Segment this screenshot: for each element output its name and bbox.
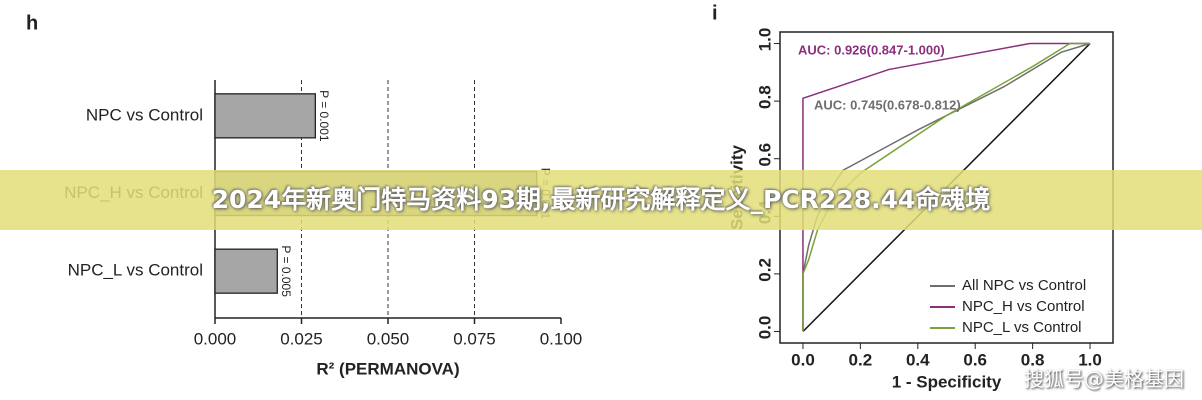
y-tick-label: 0.0: [755, 316, 774, 340]
panel-label: h: [26, 12, 38, 34]
auc-annotation: AUC: 0.745(0.678-0.812): [814, 97, 961, 112]
bar: [214, 248, 278, 294]
x-tick-label: 0.050: [367, 329, 410, 348]
legend-label: NPC_L vs Control: [962, 319, 1082, 336]
bar: [214, 93, 316, 139]
y-tick-label: 0.2: [755, 258, 774, 282]
x-tick-label: 0.4: [906, 350, 930, 369]
x-tick-label: 1.0: [1078, 350, 1102, 369]
x-tick-label: 0.6: [963, 350, 987, 369]
x-axis-label: R² (PERMANOVA): [316, 359, 459, 378]
x-tick-label: 0.025: [280, 329, 323, 348]
banner: 2024年新奥门特马资料93期,最新研究解释定义_PCR228.44命魂境: [0, 170, 1202, 230]
legend-label: NPC_H vs Control: [962, 298, 1085, 315]
x-tick-label: 0.0: [791, 350, 815, 369]
x-tick-label: 0.8: [1021, 350, 1045, 369]
x-tick-label: 0.000: [194, 329, 237, 348]
y-tick-label: 0.8: [755, 85, 774, 109]
x-tick-label: 0.075: [453, 329, 496, 348]
p-value: P = 0.001: [317, 90, 331, 142]
auc-annotation: AUC: 0.926(0.847-1.000): [798, 42, 945, 57]
legend-label: All NPC vs Control: [962, 277, 1086, 294]
watermark: 搜狐号@美格基因: [1024, 367, 1184, 391]
x-tick-label: 0.2: [849, 350, 873, 369]
x-tick-label: 0.100: [540, 329, 583, 348]
panel-label: i: [712, 2, 718, 24]
y-tick-label: NPC_L vs Control: [68, 261, 203, 280]
y-tick-label: 1.0: [755, 28, 774, 52]
y-tick-label: 0.6: [755, 143, 774, 167]
y-tick-label: NPC vs Control: [86, 105, 203, 124]
x-axis-label: 1 - Specificity: [892, 372, 1002, 391]
p-value: P = 0.005: [279, 245, 293, 297]
